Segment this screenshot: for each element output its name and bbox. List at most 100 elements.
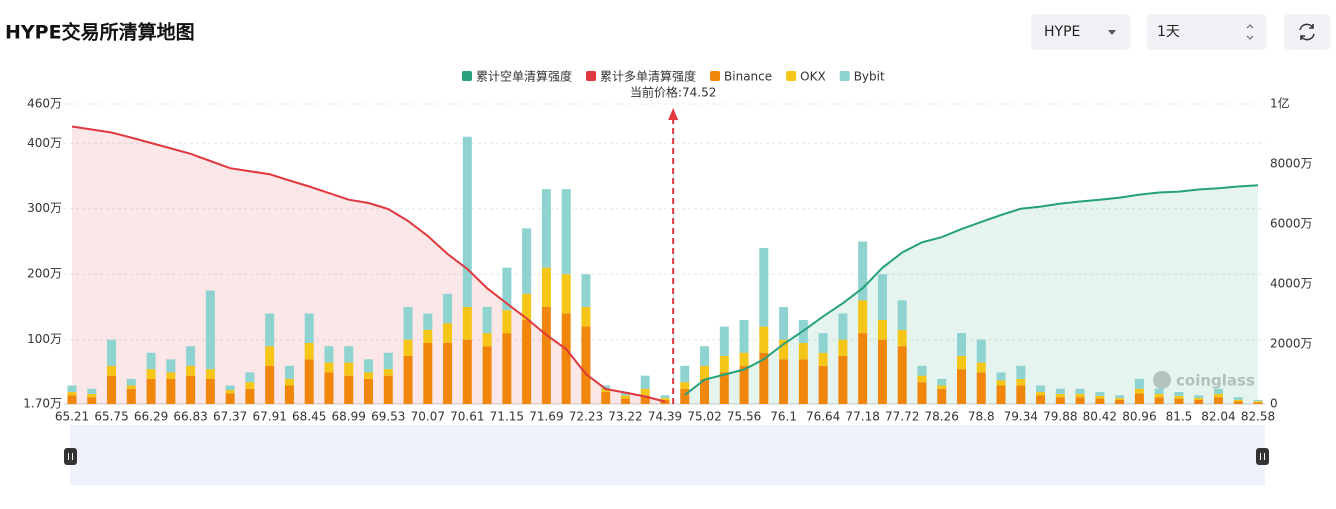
bar-segment (1253, 402, 1263, 404)
bar-segment (1095, 398, 1105, 404)
bar-segment (1194, 399, 1204, 404)
bar-segment (423, 329, 433, 343)
watermark-logo (1153, 371, 1171, 389)
bar-segment (67, 395, 77, 404)
bar-segment (87, 388, 97, 394)
bar-segment (779, 359, 789, 404)
bar-segment (1154, 397, 1164, 404)
bar-segment (957, 333, 966, 357)
bar-segment (462, 136, 472, 307)
handle-grip (1260, 453, 1265, 460)
bar-segment (719, 372, 729, 404)
bar-segment (284, 378, 294, 386)
bar-segment (976, 362, 986, 373)
bar-segment (1154, 393, 1164, 398)
y2-tick-label: 4000万 (1270, 277, 1313, 291)
bar-segment (126, 385, 136, 389)
bar-segment (858, 300, 868, 334)
interval-select[interactable] (1147, 14, 1267, 50)
legend-swatch (839, 71, 850, 81)
bar-segment (1055, 397, 1065, 404)
slider-handle[interactable] (64, 448, 77, 465)
legend-swatch (586, 71, 597, 81)
bar-segment (581, 274, 591, 307)
bar-segment (620, 395, 630, 399)
bar-segment (700, 378, 710, 404)
bar-segment (245, 388, 255, 404)
bar-segment (186, 346, 196, 366)
x-tick-label: 75.02 (687, 410, 721, 424)
bar-segment (759, 326, 769, 353)
x-tick-label: 77.18 (845, 410, 879, 424)
bar-segment (858, 241, 868, 301)
legend-label: Bybit (854, 70, 885, 84)
bar-segment (917, 375, 927, 383)
bar-segment (897, 346, 907, 404)
y2-tick-label: 0 (1270, 397, 1278, 411)
bar-segment (482, 346, 492, 404)
bar-segment (67, 385, 77, 393)
bar-segment (364, 372, 373, 379)
bar-segment (1055, 388, 1065, 394)
bar-segment (126, 378, 136, 386)
bar-segment (304, 359, 314, 404)
bar-segment (620, 392, 630, 396)
bar-segment (364, 378, 373, 404)
legend-swatch (786, 71, 797, 81)
x-tick-label: 71.69 (529, 410, 563, 424)
price-annotation: 当前价格:74.52 (630, 85, 716, 100)
bar-segment (304, 313, 314, 343)
bar-segment (739, 320, 749, 353)
bar-segment (344, 346, 354, 363)
symbol-value[interactable]: HYPE (1044, 24, 1080, 40)
bar-segment (957, 369, 966, 404)
y-tick-label: 460万 (27, 97, 62, 111)
bar-segment (779, 306, 789, 340)
line (71, 125, 666, 403)
bar-segment (344, 362, 354, 376)
bar-segment (1036, 392, 1046, 396)
bar-segment (917, 382, 927, 404)
bar-segment (324, 346, 334, 363)
bar-segment (818, 352, 828, 366)
bar-segment (1036, 395, 1046, 404)
bar-segment (838, 356, 848, 404)
bar-segment (838, 313, 848, 340)
bar-segment (245, 372, 255, 383)
bar-segment (423, 342, 433, 404)
range-slider[interactable] (70, 425, 1265, 485)
bar-segment (541, 267, 551, 307)
interval-value[interactable]: 1天 (1157, 24, 1180, 40)
x-tick-label: 78.8 (968, 410, 995, 424)
legend-label: 累计空单清算强度 (476, 69, 572, 84)
bar-segment (462, 339, 472, 404)
bar-segment (383, 352, 393, 370)
bar-segment (1213, 397, 1223, 404)
x-tick-label: 72.23 (569, 410, 603, 424)
bar-segment (482, 306, 492, 334)
bar-segment (877, 339, 887, 404)
refresh-button[interactable] (1284, 14, 1331, 50)
x-tick-label: 75.56 (727, 410, 761, 424)
bar-segment (284, 385, 294, 404)
bar-segment (798, 359, 808, 404)
bar-segment (660, 397, 670, 400)
page-title: HYPE交易所清算地图 (5, 21, 195, 44)
bar-segment (522, 228, 532, 294)
y2-tick-label: 2000万 (1270, 337, 1313, 351)
bar-segment (245, 382, 255, 389)
bar-segment (660, 395, 670, 398)
bar-segment (482, 333, 492, 347)
bar-segment (502, 267, 512, 311)
x-tick-label: 66.83 (173, 410, 207, 424)
bar-segment (1174, 398, 1184, 404)
symbol-select[interactable] (1031, 14, 1131, 50)
bar-segment (1075, 388, 1085, 394)
x-tick-label: 65.21 (55, 410, 89, 424)
slider-handle[interactable] (1256, 448, 1269, 465)
bar-segment (284, 365, 294, 379)
bar-segment (759, 352, 769, 404)
bar-segment (719, 326, 729, 357)
bar-segment (877, 274, 887, 321)
bar-segment (581, 306, 591, 327)
